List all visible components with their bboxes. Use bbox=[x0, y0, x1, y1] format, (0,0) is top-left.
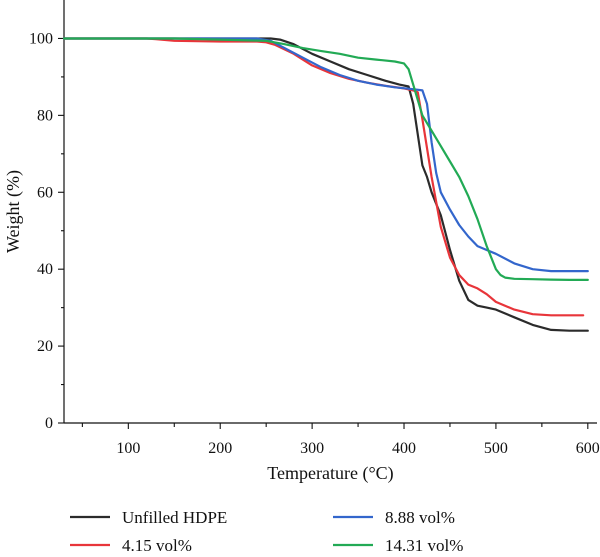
y-tick-label: 0 bbox=[45, 415, 53, 432]
series-line-3 bbox=[62, 37, 589, 273]
series-line-4 bbox=[62, 37, 589, 281]
series-line-2 bbox=[62, 37, 585, 317]
legend-label-1: Unfilled HDPE bbox=[122, 508, 227, 527]
y-tick-label: 100 bbox=[29, 30, 53, 47]
x-tick-label: 500 bbox=[484, 440, 508, 457]
y-tick-label: 60 bbox=[37, 184, 53, 201]
x-tick-label: 600 bbox=[576, 440, 600, 457]
y-tick-label: 20 bbox=[37, 338, 53, 355]
y-tick-label: 40 bbox=[37, 261, 53, 278]
axes: 0 20 40 60 80 100 100 200 300 400 500 600 bbox=[29, 0, 600, 457]
y-axis-title: Weight (%) bbox=[3, 170, 24, 253]
legend-label-4: 14.31 vol% bbox=[385, 536, 463, 555]
legend-label-2: 4.15 vol% bbox=[122, 536, 192, 555]
legend: Unfilled HDPE 4.15 vol% 8.88 vol% 14.31 vol… bbox=[70, 508, 463, 555]
plot-series bbox=[62, 37, 589, 332]
series-line-1 bbox=[62, 37, 589, 332]
x-tick-label: 400 bbox=[392, 440, 416, 457]
y-tick-label: 80 bbox=[37, 107, 53, 124]
x-tick-label: 100 bbox=[116, 440, 140, 457]
legend-label-3: 8.88 vol% bbox=[385, 508, 455, 527]
x-tick-label: 200 bbox=[208, 440, 232, 457]
x-tick-label: 300 bbox=[300, 440, 324, 457]
x-axis-title: Temperature (°C) bbox=[267, 463, 393, 484]
